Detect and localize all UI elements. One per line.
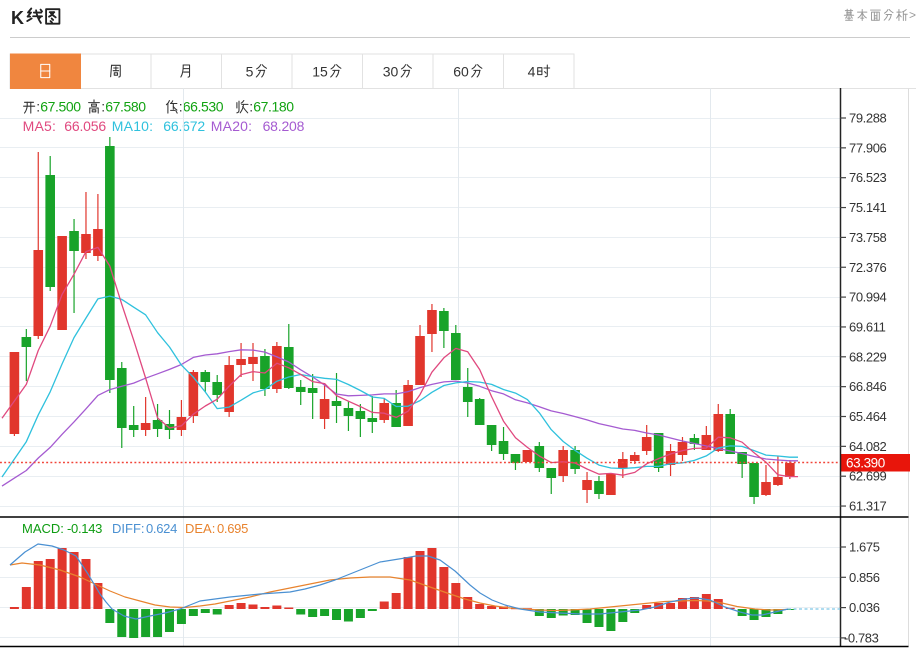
svg-text:-0.143: -0.143: [67, 521, 102, 536]
svg-text:75.141: 75.141: [849, 200, 887, 215]
svg-text:66.672: 66.672: [163, 118, 205, 134]
svg-text:0.695: 0.695: [217, 521, 248, 536]
svg-text:66.056: 66.056: [64, 118, 106, 134]
svg-text:67.180: 67.180: [253, 99, 294, 115]
svg-text:K: K: [11, 8, 24, 28]
svg-text:1.675: 1.675: [849, 540, 880, 555]
svg-text:66.530: 66.530: [183, 99, 224, 115]
svg-text:5: 5: [246, 64, 254, 80]
svg-text:72.376: 72.376: [849, 260, 887, 275]
svg-text:63.390: 63.390: [846, 456, 885, 471]
svg-text:MA10:: MA10:: [112, 118, 153, 134]
svg-text:70.994: 70.994: [849, 290, 887, 305]
svg-text:0.036: 0.036: [849, 600, 880, 615]
svg-text:67.580: 67.580: [105, 99, 146, 115]
svg-text:68.229: 68.229: [849, 349, 887, 364]
svg-text:76.523: 76.523: [849, 170, 887, 185]
svg-text:66.846: 66.846: [849, 379, 887, 394]
svg-text:15: 15: [312, 64, 328, 80]
svg-text:68.208: 68.208: [263, 118, 305, 134]
svg-text:65.464: 65.464: [849, 409, 887, 424]
svg-text:73.758: 73.758: [849, 230, 887, 245]
svg-text:77.906: 77.906: [849, 140, 887, 155]
svg-text:61.317: 61.317: [849, 499, 887, 514]
svg-text::: :: [36, 99, 40, 115]
svg-text:0.856: 0.856: [849, 570, 880, 585]
svg-text:62.699: 62.699: [849, 469, 887, 484]
svg-text:DIFF:: DIFF:: [112, 521, 145, 536]
svg-text::: :: [101, 99, 105, 115]
svg-text:69.611: 69.611: [849, 319, 886, 334]
svg-text:>: >: [909, 8, 916, 22]
svg-text:67.500: 67.500: [40, 99, 81, 115]
svg-text:60: 60: [453, 64, 469, 80]
svg-text:-0.783: -0.783: [844, 630, 879, 645]
svg-text:MACD:: MACD:: [22, 521, 64, 536]
svg-text:4: 4: [528, 64, 536, 80]
svg-text:DEA:: DEA:: [185, 521, 215, 536]
svg-text:64.082: 64.082: [849, 439, 887, 454]
svg-text:MA20:: MA20:: [211, 118, 252, 134]
svg-text::: :: [249, 99, 253, 115]
svg-text:MA5:: MA5:: [23, 118, 56, 134]
svg-text:30: 30: [383, 64, 399, 80]
svg-text:0.624: 0.624: [146, 521, 177, 536]
svg-text::: :: [179, 99, 183, 115]
svg-text:79.288: 79.288: [849, 111, 887, 126]
